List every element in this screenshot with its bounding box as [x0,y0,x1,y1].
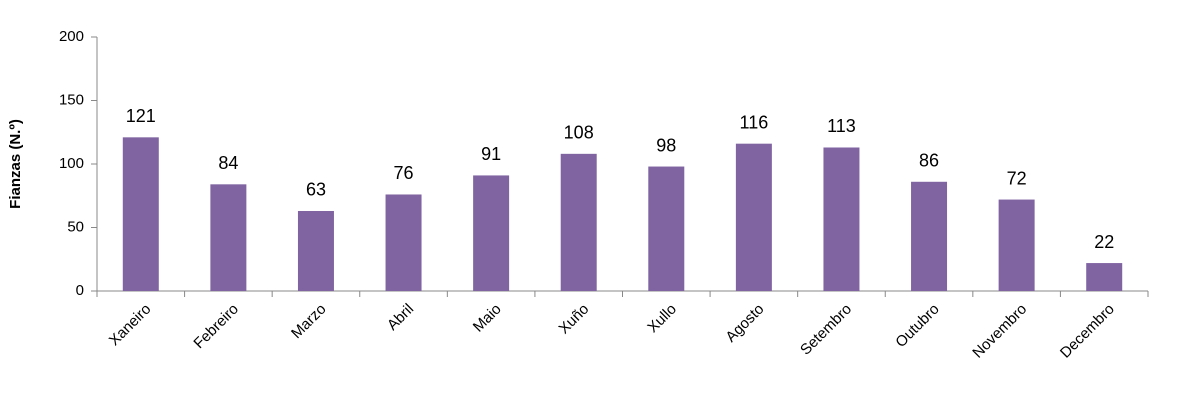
data-label: 76 [394,163,414,183]
y-tick-label: 200 [59,28,84,45]
x-tick-label: Decembro [1057,301,1118,362]
data-label: 116 [740,112,769,132]
data-label: 84 [218,153,238,173]
x-tick-label: Xullo [644,301,680,337]
x-tick-label: Novembro [969,301,1030,362]
bar [648,166,685,291]
data-label: 91 [481,144,501,164]
x-tick-label: Febreiro [190,301,242,353]
data-label: 22 [1094,232,1114,252]
bar [1086,263,1123,291]
y-tick-label: 0 [76,282,84,299]
bar [911,181,948,291]
x-tick-label: Xuño [556,301,593,338]
data-label: 86 [919,151,939,171]
bar [385,194,422,291]
data-label: 98 [656,135,676,155]
x-tick-label: Maio [470,301,505,336]
x-tick-label: Marzo [288,301,329,342]
bar [122,137,159,291]
y-axis-title: Fianzas (N.º) [7,119,24,209]
bar [210,184,247,291]
data-label: 63 [306,180,326,200]
x-tick-label: Outubro [892,301,942,351]
data-label: 121 [126,106,156,126]
bar [297,210,334,291]
y-tick-label: 100 [59,155,84,172]
x-tick-label: Setembro [797,301,855,359]
bar [823,147,860,291]
y-tick-label: 150 [59,91,84,108]
x-tick-label: Agosto [722,301,767,346]
data-label: 113 [827,116,856,136]
x-tick-label: Abril [384,301,417,334]
data-label: 108 [564,123,594,143]
y-tick-label: 50 [67,218,84,235]
bar [473,175,510,291]
bar [998,199,1035,291]
data-label: 72 [1007,168,1027,188]
x-tick-label: Xaneiro [106,301,155,350]
bar [735,143,772,291]
bar [560,153,597,291]
